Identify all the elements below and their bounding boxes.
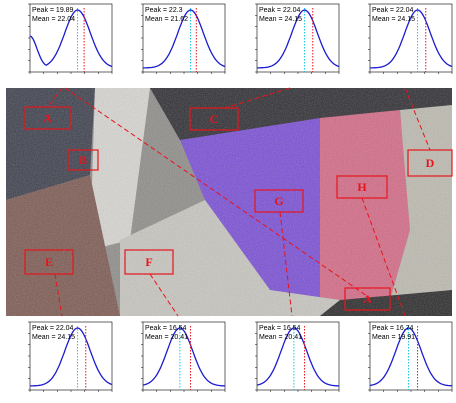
peak-text: Peak = 22.3 (145, 7, 183, 14)
histogram-plot: Peak = 22.3 Mean = 21.62 (141, 4, 225, 74)
peak-text: Peak = 16.54 (259, 325, 301, 332)
figure: Peak = 19.89 Mean = 22.04 Peak = 22.3 Mean … (0, 0, 456, 403)
plot-frame (143, 4, 225, 72)
plot-frame (30, 322, 112, 390)
region-label: H (357, 180, 367, 194)
region-label: C (210, 112, 219, 126)
plot-frame (143, 322, 225, 390)
region-label: B (79, 153, 87, 167)
histogram-plot: Peak = 16.54 Mean = 20.41 (141, 322, 225, 392)
peak-text: Peak = 16.74 (372, 325, 414, 332)
peak-text: Peak = 16.54 (145, 325, 187, 332)
mean-text: Mean = 19.91 (372, 334, 415, 341)
plot-frame (257, 322, 339, 390)
histogram-plot: Peak = 16.54 Mean = 20.41 (255, 322, 339, 392)
peak-text: Peak = 19.89 (32, 7, 74, 14)
histogram-plot: Peak = 22.04 Mean = 24.15 (368, 4, 452, 74)
mean-text: Mean = 24.15 (372, 16, 415, 23)
region-label: A (363, 292, 372, 306)
mean-text: Mean = 22.04 (32, 16, 75, 23)
aerial-image (6, 88, 452, 316)
plot-frame (257, 4, 339, 72)
region-label: E (45, 255, 53, 269)
mean-text: Mean = 24.15 (259, 16, 302, 23)
region-label: F (145, 255, 152, 269)
peak-text: Peak = 22.04 (259, 7, 301, 14)
mean-text: Mean = 20.41 (259, 334, 302, 341)
mean-text: Mean = 24.15 (32, 334, 75, 341)
region-label: G (274, 194, 283, 208)
histogram-plot: Peak = 22.04 Mean = 24.15 (255, 4, 339, 74)
peak-text: Peak = 22.04 (32, 325, 74, 332)
histogram-plot: Peak = 22.04 Mean = 24.15 (28, 322, 112, 392)
region-label: A (43, 111, 52, 125)
histogram-plot: Peak = 19.89 Mean = 22.04 (28, 4, 112, 74)
region-label: D (426, 156, 435, 170)
page: {"plots": [ {"peak": "Peak = 19.89", "me… (0, 0, 456, 403)
peak-text: Peak = 22.04 (372, 7, 414, 14)
mean-text: Mean = 21.62 (145, 16, 188, 23)
histogram-plot: Peak = 16.74 Mean = 19.91 (368, 322, 452, 392)
plot-frame (370, 4, 452, 72)
mean-text: Mean = 20.41 (145, 334, 188, 341)
